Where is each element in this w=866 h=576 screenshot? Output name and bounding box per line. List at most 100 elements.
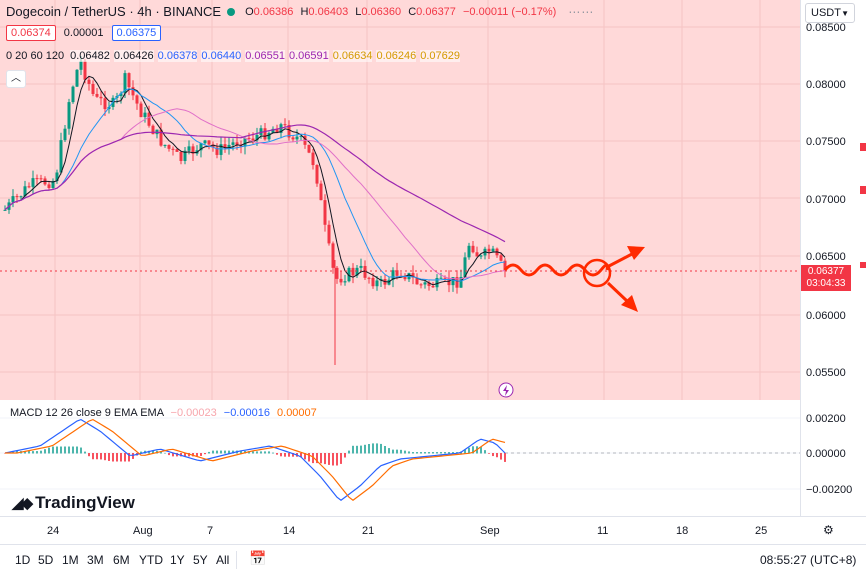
- buy-button[interactable]: 0.06375: [111, 25, 162, 41]
- candle: [367, 277, 371, 279]
- candle: [35, 178, 39, 180]
- currency-select[interactable]: USDT ▼: [805, 3, 855, 23]
- candle: [239, 145, 243, 147]
- candle: [51, 181, 55, 188]
- more-options-icon[interactable]: ⋯⋯: [568, 4, 595, 19]
- macd-chart[interactable]: [0, 401, 800, 516]
- macd-histogram-bar: [376, 443, 378, 454]
- macd-pane[interactable]: [0, 401, 800, 516]
- candle: [255, 134, 259, 141]
- ma-indicator-label[interactable]: 0 20 60 120: [6, 50, 65, 62]
- range-3m-button[interactable]: 3M: [87, 553, 104, 567]
- macd-histogram-bar: [72, 446, 74, 454]
- range-1d-button[interactable]: 1D: [15, 553, 31, 567]
- ma-value: 0.07629: [420, 50, 461, 62]
- macd-histogram-bar: [468, 447, 470, 454]
- candle: [231, 142, 235, 145]
- time-tick: 7: [207, 525, 214, 537]
- candle: [335, 267, 339, 279]
- candle: [127, 73, 131, 88]
- candle: [55, 172, 59, 182]
- candle: [411, 273, 415, 278]
- collapse-legend-icon[interactable]: ︿: [6, 70, 26, 88]
- candle: [459, 276, 463, 288]
- time-tick: 25: [755, 525, 768, 537]
- candle: [99, 96, 103, 99]
- macd-histogram-bar: [448, 452, 450, 454]
- calendar-icon[interactable]: 📅: [249, 550, 267, 566]
- macd-histogram-bar: [240, 450, 242, 454]
- macd-histogram-bar: [204, 453, 206, 455]
- macd-histogram-bar: [292, 453, 294, 457]
- macd-histogram-bar: [480, 447, 482, 454]
- candle: [347, 267, 351, 282]
- tradingview-logo[interactable]: ◢◆ TradingView: [12, 493, 135, 512]
- current-price-tag: 0.06377 03:04:33: [801, 265, 851, 291]
- price-axis[interactable]: [800, 0, 866, 516]
- sell-button[interactable]: 0.06374: [6, 25, 56, 41]
- macd-histogram-bar: [360, 445, 362, 454]
- candle: [359, 265, 363, 268]
- macd-histogram-bar: [168, 453, 170, 456]
- candle: [443, 277, 447, 279]
- candle: [19, 196, 23, 198]
- range-ytd-button[interactable]: YTD: [139, 553, 163, 567]
- candle: [247, 137, 251, 139]
- macd-histogram-bar: [368, 444, 370, 454]
- candle: [355, 267, 359, 276]
- candle: [455, 277, 459, 288]
- macd-histogram-bar: [220, 450, 222, 454]
- macd-histogram-bar: [88, 453, 90, 457]
- macd-histogram-bar: [340, 453, 342, 464]
- bar-countdown: 03:04:33: [806, 278, 846, 289]
- macd-histogram-bar: [164, 452, 166, 454]
- macd-histogram-bar: [416, 452, 418, 454]
- macd-histogram-bar: [44, 449, 46, 454]
- candle: [227, 144, 231, 148]
- range-5d-button[interactable]: 5D: [38, 553, 54, 567]
- down-arrow-line: [606, 281, 629, 303]
- macd-histogram-bar: [84, 451, 86, 454]
- macd-histogram-bar: [52, 446, 54, 454]
- macd-histogram-bar: [404, 450, 406, 454]
- candle: [327, 224, 331, 244]
- candlestick-chart[interactable]: [0, 0, 800, 400]
- macd-histogram-bar: [60, 446, 62, 454]
- macd-histogram-bar: [228, 450, 230, 454]
- candle: [283, 124, 287, 126]
- symbol-title[interactable]: Dogecoin / TetherUS · 4h · BINANCE: [6, 4, 222, 19]
- macd-label[interactable]: MACD 12 26 close 9 EMA EMA: [10, 407, 164, 419]
- price-chart[interactable]: [0, 0, 800, 400]
- macd-histogram-bar: [300, 453, 302, 458]
- ma-value: 0.06426: [113, 50, 154, 62]
- range-1m-button[interactable]: 1M: [62, 553, 79, 567]
- time-tick: 21: [362, 525, 375, 537]
- time-axis[interactable]: 24 Aug 7 14 21 Sep 11 18 25 ⚙: [0, 516, 866, 545]
- clock[interactable]: 08:55:27 (UTC+8): [760, 553, 857, 567]
- range-1y-button[interactable]: 1Y: [170, 553, 185, 567]
- candle: [83, 61, 87, 80]
- candle: [467, 245, 471, 258]
- macd-histogram-bar: [272, 452, 274, 454]
- candle: [471, 245, 475, 253]
- macd-histogram-bar: [116, 453, 118, 462]
- gear-icon[interactable]: ⚙: [823, 523, 834, 537]
- range-6m-button[interactable]: 6M: [113, 553, 130, 567]
- range-all-button[interactable]: All: [216, 553, 230, 567]
- macd-histogram-bar: [312, 453, 314, 464]
- candle: [15, 196, 19, 198]
- chevron-down-icon: ▼: [841, 8, 849, 18]
- ma-value: 0.06482: [70, 50, 110, 62]
- ma-value: 0.06551: [245, 50, 285, 62]
- candle: [267, 132, 271, 140]
- macd-histogram-bar: [344, 453, 346, 458]
- candle: [139, 103, 143, 118]
- range-5y-button[interactable]: 5Y: [193, 553, 208, 567]
- current-price: 0.06377: [807, 266, 845, 277]
- macd-histogram-bar: [400, 449, 402, 454]
- macd-histogram-bar: [256, 451, 258, 454]
- macd-histogram-bar: [424, 452, 426, 454]
- candle: [11, 196, 15, 203]
- macd-histogram-bar: [200, 453, 202, 456]
- candle: [419, 284, 423, 286]
